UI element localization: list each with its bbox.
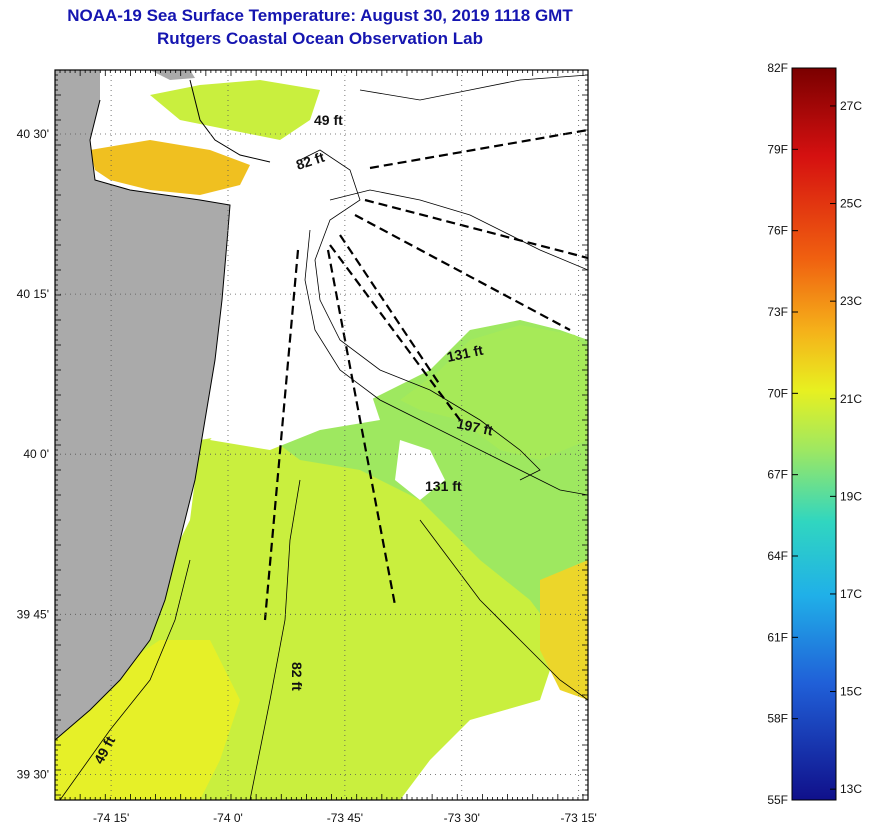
colorbar-f-label: 58F: [767, 712, 788, 726]
map-subtitle: Rutgers Coastal Ocean Observation Lab: [157, 29, 483, 48]
depth-label: 131 ft: [425, 478, 462, 494]
coastline-barrier: [189, 79, 271, 163]
colorbar-c-label: 17C: [840, 587, 862, 601]
colorbar-c-label: 19C: [840, 489, 862, 503]
depth-contour: [359, 74, 588, 101]
sst-field-raritan-bay: [90, 140, 250, 195]
depth-label: 49 ft: [314, 112, 343, 128]
colorbar-c-label: 23C: [840, 294, 862, 308]
colorbar-c-label: 21C: [840, 392, 862, 406]
lat-tick-label: 40 30': [17, 127, 49, 141]
colorbar-gradient: [791, 67, 837, 801]
sst-map: 49 ft 82 ft 131 ft 197 ft 131 ft 82 ft 4…: [17, 69, 597, 825]
map-title: NOAA-19 Sea Surface Temperature: August …: [67, 6, 573, 25]
shipping-lanes: [263, 128, 588, 621]
cloud-patch: [395, 440, 445, 500]
depth-contour: [59, 559, 191, 800]
depth-contour: [329, 189, 588, 271]
lon-tick-label: -73 15': [560, 811, 596, 825]
land-long-island: [150, 70, 195, 80]
map-axes: 40 30' 40 15' 40 0' 39 45' 39 30' -74 15' -74 …: [17, 69, 597, 825]
depth-label: 131 ft: [445, 342, 484, 365]
depth-contour: [304, 229, 588, 496]
colorbar-c-label: 13C: [840, 782, 862, 796]
sst-field-orange-east: [540, 560, 588, 700]
lon-tick-label: -74 15': [93, 811, 129, 825]
colorbar-f-label: 76F: [767, 224, 788, 238]
colorbar-f-label: 82F: [767, 61, 788, 75]
colorbar-f-label: 64F: [767, 549, 788, 563]
lat-tick-label: 40 0': [23, 447, 49, 461]
colorbar-f-label: 73F: [767, 305, 788, 319]
lon-tick-label: -74 0': [213, 811, 243, 825]
depth-contour: [249, 479, 301, 800]
colorbar-f-label: 67F: [767, 468, 788, 482]
lat-tick-label: 39 30': [17, 767, 49, 781]
lat-tick-label: 39 45': [17, 607, 49, 621]
depth-label: 82 ft: [289, 662, 305, 691]
graticule: [55, 70, 588, 800]
colorbar-c-label: 15C: [840, 685, 862, 699]
coastline: [55, 99, 231, 741]
lon-tick-label: -73 45': [327, 811, 363, 825]
depth-contour: [419, 519, 588, 701]
depth-contour: [299, 149, 541, 481]
colorbar-c-label: 25C: [840, 197, 862, 211]
lat-tick-label: 40 15': [17, 287, 49, 301]
land-new-jersey: [55, 70, 230, 740]
colorbar-ticks: 82F 79F 76F 73F 70F 67F 64F 61F 58F 55F 27C 25C 23C 2…: [767, 61, 862, 807]
colorbar-c-label: 27C: [840, 99, 862, 113]
colorbar-f-label: 61F: [767, 630, 788, 644]
cloud-patch: [210, 280, 380, 450]
colorbar-f-label: 55F: [767, 793, 788, 807]
lon-tick-label: -73 30': [444, 811, 480, 825]
colorbar-f-label: 79F: [767, 142, 788, 156]
depth-label: 197 ft: [455, 415, 494, 438]
sst-field-green-east: [400, 325, 588, 460]
colorbar-f-label: 70F: [767, 386, 788, 400]
sst-field-north-strip: [150, 80, 320, 140]
